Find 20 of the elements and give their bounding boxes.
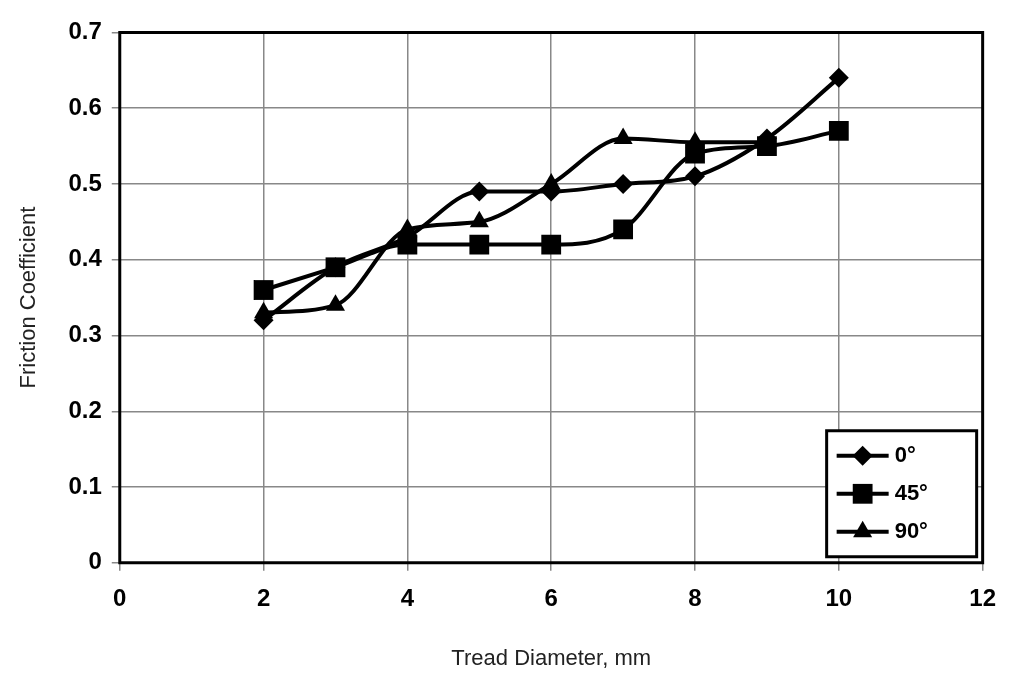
x-tick-label: 10 xyxy=(825,583,853,611)
y-tick-label: 0.7 xyxy=(68,17,102,45)
y-tick-label: 0.4 xyxy=(68,244,103,272)
x-tick-label: 8 xyxy=(688,583,702,611)
x-tick-label: 2 xyxy=(256,583,271,611)
legend-label: 0° xyxy=(894,441,916,467)
y-tick-label: 0.1 xyxy=(68,471,102,499)
y-tick-label: 0 xyxy=(88,547,102,575)
x-tick-label: 0 xyxy=(113,583,127,611)
x-tick-label: 4 xyxy=(400,583,415,611)
y-tick-label: 0.6 xyxy=(68,92,102,120)
y-tick-label: 0.2 xyxy=(68,395,102,423)
y-axis-title: Friction Coefficient xyxy=(15,206,41,389)
legend-label: 90° xyxy=(894,517,928,543)
y-tick-label: 0.5 xyxy=(68,168,102,196)
y-tick-label: 0.3 xyxy=(68,320,102,348)
x-tick-label: 6 xyxy=(544,583,558,611)
legend-label: 45° xyxy=(894,479,928,505)
x-tick-label: 12 xyxy=(969,583,996,611)
x-axis-title: Tread Diameter, mm xyxy=(451,644,652,670)
